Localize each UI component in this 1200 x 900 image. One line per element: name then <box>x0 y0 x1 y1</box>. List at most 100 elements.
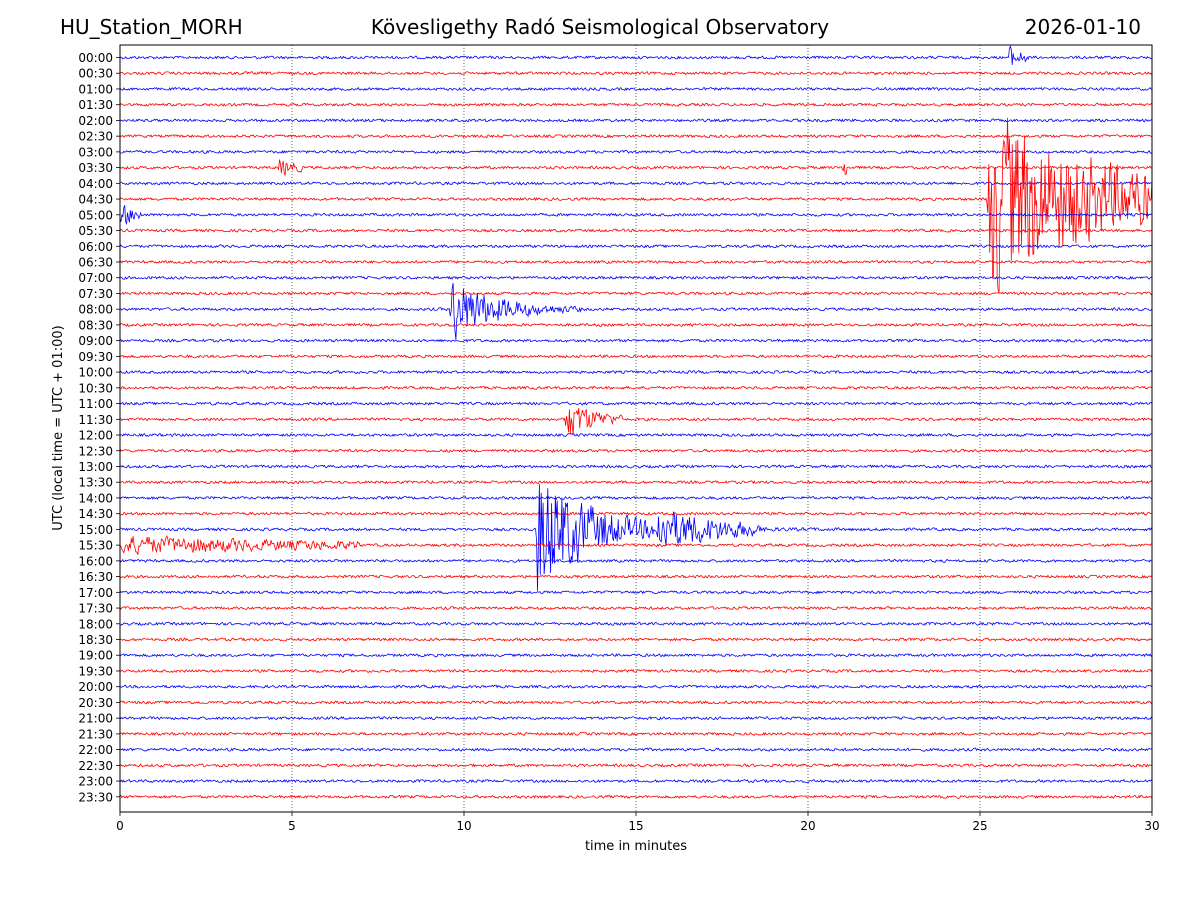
trace-08:30 <box>119 322 1153 327</box>
trace-10:30 <box>120 385 1153 390</box>
x-tick-label-20: 20 <box>800 819 815 833</box>
y-tick-label-23:00: 23:00 <box>78 775 113 789</box>
trace-03:00 <box>120 149 1153 154</box>
y-tick-label-16:00: 16:00 <box>78 554 113 568</box>
trace-06:00 <box>119 244 1153 249</box>
trace-07:00 <box>119 275 1153 280</box>
chart-title: Kövesligethy Radó Seismological Observat… <box>370 15 830 39</box>
trace-05:30 <box>119 228 1153 233</box>
y-tick-label-15:30: 15:30 <box>78 539 113 553</box>
trace-11:30 <box>119 408 1153 436</box>
trace-18:00 <box>119 621 1153 626</box>
y-tick-label-06:30: 06:30 <box>78 255 113 269</box>
grid-lines <box>291 45 981 812</box>
trace-12:30 <box>119 448 1153 453</box>
trace-00:00 <box>119 44 1153 65</box>
y-tick-label-08:30: 08:30 <box>78 318 113 332</box>
trace-02:30 <box>119 134 1152 139</box>
trace-04:30 <box>119 117 1153 293</box>
y-tick-label-00:30: 00:30 <box>78 67 113 81</box>
station-label: HU_Station_MORH <box>60 15 243 39</box>
trace-13:00 <box>119 464 1153 469</box>
y-tick-label-19:30: 19:30 <box>78 664 113 678</box>
trace-19:30 <box>119 668 1153 674</box>
y-tick-label-18:00: 18:00 <box>78 617 113 631</box>
x-axis-ticks: 0 5 10 15 20 25 30 <box>116 812 1160 833</box>
trace-06:30 <box>119 259 1153 265</box>
y-tick-label-11:30: 11:30 <box>78 413 113 427</box>
trace-10:00 <box>119 370 1153 375</box>
trace-17:30 <box>119 605 1153 611</box>
x-tick-label-25: 25 <box>972 819 987 833</box>
y-tick-label-04:00: 04:00 <box>78 177 113 191</box>
y-tick-label-20:00: 20:00 <box>78 680 113 694</box>
y-tick-label-09:00: 09:00 <box>78 334 113 348</box>
x-tick-label-30: 30 <box>1144 819 1159 833</box>
trace-13:30 <box>119 480 1153 485</box>
seismogram-traces <box>119 44 1153 799</box>
y-tick-label-11:00: 11:00 <box>78 397 113 411</box>
trace-23:30 <box>119 794 1153 799</box>
trace-09:00 <box>119 338 1153 343</box>
y-tick-label-03:00: 03:00 <box>78 145 113 159</box>
y-tick-label-14:30: 14:30 <box>78 507 113 521</box>
y-tick-label-07:30: 07:30 <box>78 287 113 301</box>
y-tick-label-05:30: 05:30 <box>78 224 113 238</box>
y-tick-label-14:00: 14:00 <box>78 491 113 505</box>
y-tick-label-10:00: 10:00 <box>78 366 113 380</box>
trace-11:00 <box>119 401 1153 406</box>
trace-16:00 <box>119 558 1152 563</box>
trace-01:30 <box>119 102 1153 107</box>
trace-19:00 <box>119 653 1153 658</box>
y-tick-label-02:30: 02:30 <box>78 130 113 144</box>
trace-15:30 <box>119 535 1153 555</box>
y-tick-label-15:00: 15:00 <box>78 523 113 537</box>
trace-03:30 <box>119 159 1153 176</box>
trace-21:00 <box>119 716 1153 721</box>
trace-14:00 <box>119 495 1153 501</box>
y-tick-label-18:30: 18:30 <box>78 633 113 647</box>
y-tick-label-04:30: 04:30 <box>78 193 113 207</box>
y-tick-label-01:00: 01:00 <box>78 82 113 96</box>
y-tick-label-12:30: 12:30 <box>78 444 113 458</box>
trace-07:30 <box>120 291 1153 296</box>
y-tick-label-23:30: 23:30 <box>78 790 113 804</box>
y-tick-label-13:30: 13:30 <box>78 476 113 490</box>
y-tick-label-07:00: 07:00 <box>78 271 113 285</box>
y-tick-label-21:00: 21:00 <box>78 712 113 726</box>
y-tick-label-17:30: 17:30 <box>78 602 113 616</box>
x-tick-label-10: 10 <box>456 819 471 833</box>
trace-00:30 <box>119 71 1153 76</box>
y-tick-label-09:30: 09:30 <box>78 350 113 364</box>
x-tick-label-5: 5 <box>288 819 296 833</box>
trace-23:00 <box>119 778 1153 784</box>
trace-12:00 <box>119 432 1153 438</box>
trace-22:00 <box>119 747 1153 752</box>
trace-18:30 <box>119 637 1153 642</box>
trace-16:30 <box>119 574 1153 579</box>
y-tick-label-13:00: 13:00 <box>78 460 113 474</box>
y-tick-label-22:30: 22:30 <box>78 759 113 773</box>
trace-02:00 <box>119 118 1153 123</box>
y-tick-label-00:00: 00:00 <box>78 51 113 65</box>
y-tick-label-19:00: 19:00 <box>78 649 113 663</box>
trace-21:30 <box>119 731 1153 736</box>
y-tick-label-22:00: 22:00 <box>78 743 113 757</box>
trace-17:00 <box>119 590 1153 595</box>
trace-05:00 <box>119 205 1153 226</box>
y-tick-label-08:00: 08:00 <box>78 303 113 317</box>
y-tick-label-06:00: 06:00 <box>78 240 113 254</box>
x-tick-label-0: 0 <box>116 819 124 833</box>
date-label: 2026-01-10 <box>1024 15 1141 39</box>
y-tick-label-02:00: 02:00 <box>78 114 113 128</box>
y-tick-label-10:30: 10:30 <box>78 381 113 395</box>
trace-20:30 <box>119 700 1153 705</box>
y-tick-label-05:00: 05:00 <box>78 208 113 222</box>
trace-15:00 <box>119 484 1153 591</box>
trace-09:30 <box>119 354 1153 359</box>
trace-20:00 <box>119 684 1153 689</box>
trace-08:00 <box>119 282 1153 340</box>
trace-01:00 <box>119 86 1153 92</box>
